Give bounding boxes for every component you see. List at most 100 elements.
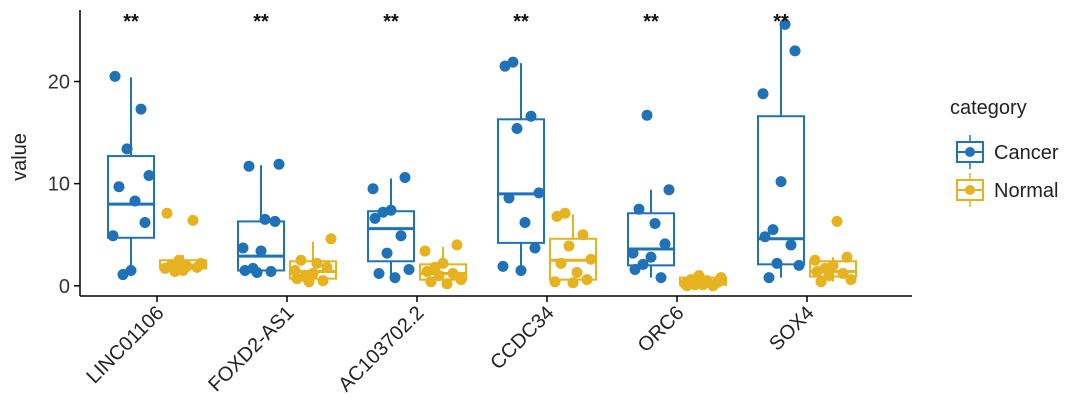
- data-point: [809, 254, 821, 266]
- data-point: [451, 239, 463, 251]
- data-point: [811, 265, 823, 277]
- data-point: [511, 122, 523, 134]
- box-normal-3: [549, 207, 597, 289]
- data-point: [311, 257, 323, 269]
- data-point: [433, 270, 445, 282]
- data-point: [269, 215, 281, 227]
- data-point: [549, 276, 561, 288]
- legend-item-normal: Normal: [956, 173, 1058, 207]
- data-point: [845, 274, 857, 286]
- data-point: [389, 272, 401, 284]
- data-point: [237, 242, 249, 254]
- significance-label: **: [513, 11, 529, 33]
- data-point: [503, 192, 515, 204]
- data-point: [169, 265, 181, 277]
- y-axis-label: value: [9, 133, 31, 181]
- data-point: [681, 280, 693, 292]
- data-point: [785, 239, 797, 251]
- data-point: [373, 268, 385, 280]
- data-point: [649, 217, 661, 229]
- legend-key-point: [965, 147, 975, 157]
- data-point: [455, 274, 467, 286]
- significance-label: **: [773, 11, 789, 33]
- data-point: [689, 279, 701, 291]
- data-point: [295, 254, 307, 266]
- data-point: [317, 275, 329, 287]
- data-point: [629, 263, 641, 275]
- legend: category Cancer Normal: [950, 97, 1059, 207]
- data-point: [497, 260, 509, 272]
- data-point: [555, 257, 567, 269]
- data-point: [367, 183, 379, 195]
- box-normal-5: [809, 215, 857, 288]
- x-tick-label: AC103702.2: [334, 302, 428, 396]
- data-point: [173, 254, 185, 266]
- data-point: [273, 158, 285, 170]
- box-cancer-0: [107, 70, 155, 281]
- data-point: [641, 109, 653, 121]
- data-point: [793, 259, 805, 271]
- data-point: [533, 187, 545, 199]
- data-point: [255, 245, 267, 257]
- significance-label: **: [643, 11, 659, 33]
- plot-area: 0 10 20 LINC01106 FOXD2-AS1 AC103702.2 CCDC34…: [48, 10, 912, 396]
- data-point: [161, 207, 173, 219]
- data-point: [421, 265, 433, 277]
- legend-title: category: [950, 97, 1027, 119]
- legend-label: Normal: [994, 180, 1058, 202]
- data-point: [259, 213, 271, 225]
- data-point: [767, 224, 779, 236]
- data-point: [779, 18, 791, 30]
- data-point: [403, 263, 415, 275]
- box-normal-0: [159, 207, 207, 277]
- data-point: [759, 231, 771, 243]
- data-point: [251, 267, 263, 279]
- data-point: [143, 169, 155, 181]
- data-point: [823, 270, 835, 282]
- x-tick-label: ORC6: [634, 302, 689, 357]
- data-point: [815, 276, 827, 288]
- data-point: [581, 274, 593, 286]
- data-point: [191, 261, 203, 273]
- data-point: [135, 103, 147, 115]
- data-point: [129, 195, 141, 207]
- y-tick-label: 20: [48, 72, 70, 94]
- data-point: [499, 60, 511, 72]
- data-point: [159, 262, 171, 274]
- data-point: [655, 272, 667, 284]
- significance-label: **: [383, 11, 399, 33]
- data-point: [837, 268, 849, 280]
- box-cancer-2: [367, 172, 415, 284]
- data-point: [519, 216, 531, 228]
- data-point: [187, 214, 199, 226]
- data-point: [841, 251, 853, 263]
- x-tick-label: SOX4: [765, 302, 818, 355]
- data-point: [291, 273, 303, 285]
- data-point: [243, 160, 255, 172]
- data-point: [645, 251, 657, 263]
- data-point: [399, 172, 411, 184]
- data-point: [419, 245, 431, 257]
- legend-item-cancer: Cancer: [956, 135, 1059, 169]
- box-cancer-4: [627, 109, 675, 284]
- chart-marks: [107, 18, 857, 292]
- y-tick-label: 0: [59, 276, 70, 298]
- data-point: [117, 269, 129, 281]
- x-tick-label: FOXD2-AS1: [204, 302, 298, 396]
- significance-label: **: [123, 11, 139, 33]
- data-point: [325, 233, 337, 245]
- data-point: [659, 238, 671, 250]
- box-normal-1: [289, 233, 337, 288]
- data-point: [447, 268, 459, 280]
- data-point: [529, 242, 541, 254]
- box-cancer-3: [497, 56, 545, 276]
- box-normal-4: [679, 270, 727, 292]
- x-tick-label: LINC01106: [82, 302, 168, 388]
- data-point: [551, 210, 563, 222]
- data-point: [567, 277, 579, 289]
- data-point: [381, 247, 393, 259]
- data-point: [369, 212, 381, 224]
- x-tick-label: CCDC34: [486, 302, 558, 374]
- data-point: [121, 143, 133, 155]
